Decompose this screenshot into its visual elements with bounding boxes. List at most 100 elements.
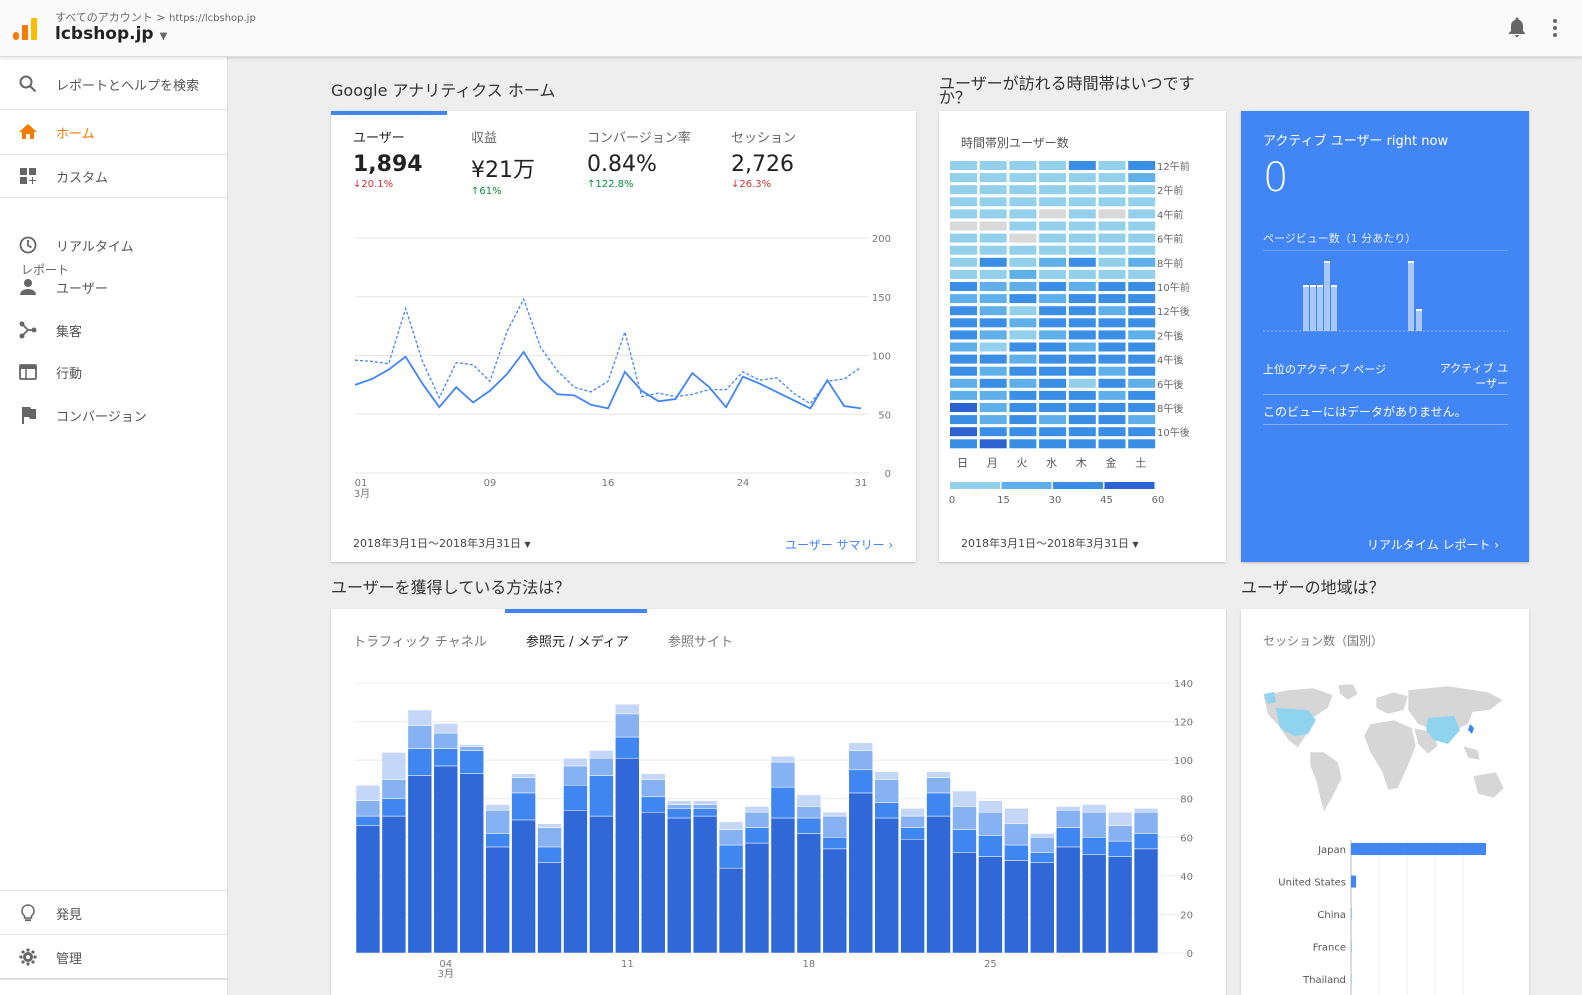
sidebar-item-realtime[interactable]: リアルタイム	[0, 224, 227, 266]
sidebar: レポートとヘルプを検索 ホーム カスタム レポート リアルタイム ユーザー 集客…	[0, 57, 228, 995]
country-sessions-bar-chart: Japan United States China France Thailand	[1278, 840, 1486, 995]
stacked-bar-segment	[770, 761, 796, 788]
heatmap-cell	[979, 378, 1007, 388]
sidebar-search[interactable]: レポートとヘルプを検索	[0, 63, 227, 105]
stacked-bar-segment	[433, 723, 458, 734]
heatmap-cell	[1128, 390, 1156, 400]
metric-revenue[interactable]: 収益 ¥21万 ↑61%	[471, 127, 535, 197]
analytics-logo[interactable]	[13, 18, 37, 40]
heatmap-cell	[1039, 233, 1067, 243]
sidebar-item-acquisition[interactable]: 集客	[0, 309, 227, 351]
heatmap-cell	[1068, 342, 1096, 352]
day-label: 日	[957, 456, 968, 469]
sidebar-item-home[interactable]: ホーム	[0, 111, 227, 153]
heatmap-cell	[979, 245, 1007, 255]
realtime-title: アクティブ ユーザー right now	[1263, 134, 1449, 149]
heatmap-cell	[1098, 354, 1126, 364]
heatmap-cell	[1039, 221, 1067, 231]
metric-change: 122.8%	[595, 179, 634, 190]
legend-swatch	[1053, 482, 1103, 489]
stacked-bar-segment	[459, 744, 484, 747]
stacked-bar-segment	[615, 713, 640, 738]
breadcrumb[interactable]: すべてのアカウント > https://lcbshop.jp	[55, 9, 256, 25]
stacked-bar-segment	[1081, 854, 1107, 954]
heatmap-cell	[1039, 354, 1067, 364]
breadcrumb-all-accounts[interactable]: すべてのアカウント	[55, 11, 153, 24]
more-vert-icon[interactable]	[1552, 17, 1558, 39]
metric-change: 20.1%	[361, 179, 394, 190]
sidebar-item-users[interactable]: ユーザー	[0, 266, 227, 308]
metric-value: 2,726	[731, 152, 794, 177]
heatmap-cell	[1009, 366, 1037, 376]
stacked-bar-segment	[563, 765, 588, 786]
bell-icon[interactable]	[1508, 17, 1526, 37]
heatmap-cell	[1009, 197, 1037, 207]
heatmap-cell	[979, 415, 1007, 425]
heatmap-cell	[1009, 245, 1037, 255]
stacked-bar-segment	[511, 819, 536, 954]
arrow-down-icon: ↓	[353, 179, 362, 190]
heatmap-cell	[1009, 221, 1037, 231]
divider	[0, 890, 227, 891]
heatmap-cell	[1098, 330, 1126, 340]
heatmap-cell	[1128, 282, 1156, 291]
pageview-bar-cap	[1331, 285, 1337, 287]
realtime-report-link[interactable]: リアルタイム レポート ›	[1367, 536, 1499, 553]
sidebar-item-admin[interactable]: 管理	[0, 936, 227, 978]
y-tick-label: 40	[1180, 872, 1193, 883]
stacked-bar-segment	[822, 848, 848, 954]
heatmap-cell	[1098, 403, 1126, 412]
tab-traffic-channel[interactable]: トラフィック チャネル	[353, 635, 487, 650]
home-card-title: Google アナリティクス ホーム	[331, 81, 556, 100]
heatmap-cell	[950, 330, 977, 340]
stacked-bar-segment	[433, 748, 458, 767]
stacked-bar-segment	[848, 750, 873, 771]
sidebar-item-behavior[interactable]: 行動	[0, 351, 227, 393]
legend-tick: 15	[997, 495, 1010, 506]
stacked-bar-segment	[744, 811, 770, 828]
country-bar	[1351, 908, 1352, 920]
acquisition-stacked-bar-chart: 140 120 100 80 60 40 20 0 04 11 18 25 3月	[355, 679, 1194, 980]
heatmap-cell	[979, 354, 1007, 364]
heatmap-cell	[1009, 427, 1037, 437]
heatmap-cell	[1068, 233, 1096, 243]
pageview-bar	[1310, 285, 1316, 331]
heatmap-cell	[1009, 415, 1037, 425]
sidebar-item-label: 集客	[56, 324, 83, 340]
heatmap-cell	[1039, 330, 1067, 340]
sidebar-item-discover[interactable]: 発見	[0, 892, 227, 934]
dashboard-add-icon	[20, 168, 36, 184]
divider	[0, 109, 227, 110]
heatmap-cell	[1009, 354, 1037, 364]
sidebar-item-label: ユーザー	[56, 281, 108, 297]
account-selector[interactable]: lcbshop.jp ▼	[55, 24, 167, 44]
heatmap-cell	[1128, 403, 1156, 412]
heatmap-cell	[1068, 282, 1096, 291]
metric-sessions[interactable]: セッション 2,726 ↓26.3%	[731, 127, 796, 190]
home-date-range[interactable]: 2018年3月1日～2018年3月31日 ▼	[353, 535, 531, 551]
sidebar-item-conversion[interactable]: コンバージョン	[0, 394, 227, 436]
time-date-range[interactable]: 2018年3月1日～2018年3月31日 ▼	[961, 535, 1139, 551]
tab-source-medium[interactable]: 参照元 / メディア	[526, 635, 629, 650]
hour-label: 10午前	[1157, 281, 1190, 294]
pageview-bar-cap	[1408, 261, 1414, 263]
y-tick-label: 0	[885, 469, 891, 480]
no-data-message: このビューにはデータがありません。	[1263, 405, 1467, 419]
divider	[0, 934, 227, 935]
hour-label: 12午後	[1157, 305, 1190, 318]
heatmap-cell	[979, 427, 1007, 437]
breadcrumb-url[interactable]: https://lcbshop.jp	[169, 13, 256, 24]
sidebar-item-custom[interactable]: カスタム	[0, 155, 227, 197]
heatmap-cell	[950, 209, 977, 219]
metric-users[interactable]: ユーザー 1,894 ↓20.1%	[353, 127, 423, 190]
stacked-bar-segment	[1004, 860, 1029, 954]
heatmap-cell	[950, 306, 977, 316]
world-map[interactable]	[1258, 680, 1510, 820]
user-summary-link[interactable]: ユーザー サマリー ›	[785, 536, 893, 553]
heatmap-cell	[1039, 378, 1067, 388]
stacked-bar-segment	[978, 856, 1003, 954]
metric-conversion-rate[interactable]: コンバージョン率 0.84% ↑122.8%	[587, 127, 691, 190]
divider	[0, 978, 227, 980]
tab-referral-sites[interactable]: 参照サイト	[668, 635, 734, 650]
heatmap-cell	[1128, 245, 1156, 255]
